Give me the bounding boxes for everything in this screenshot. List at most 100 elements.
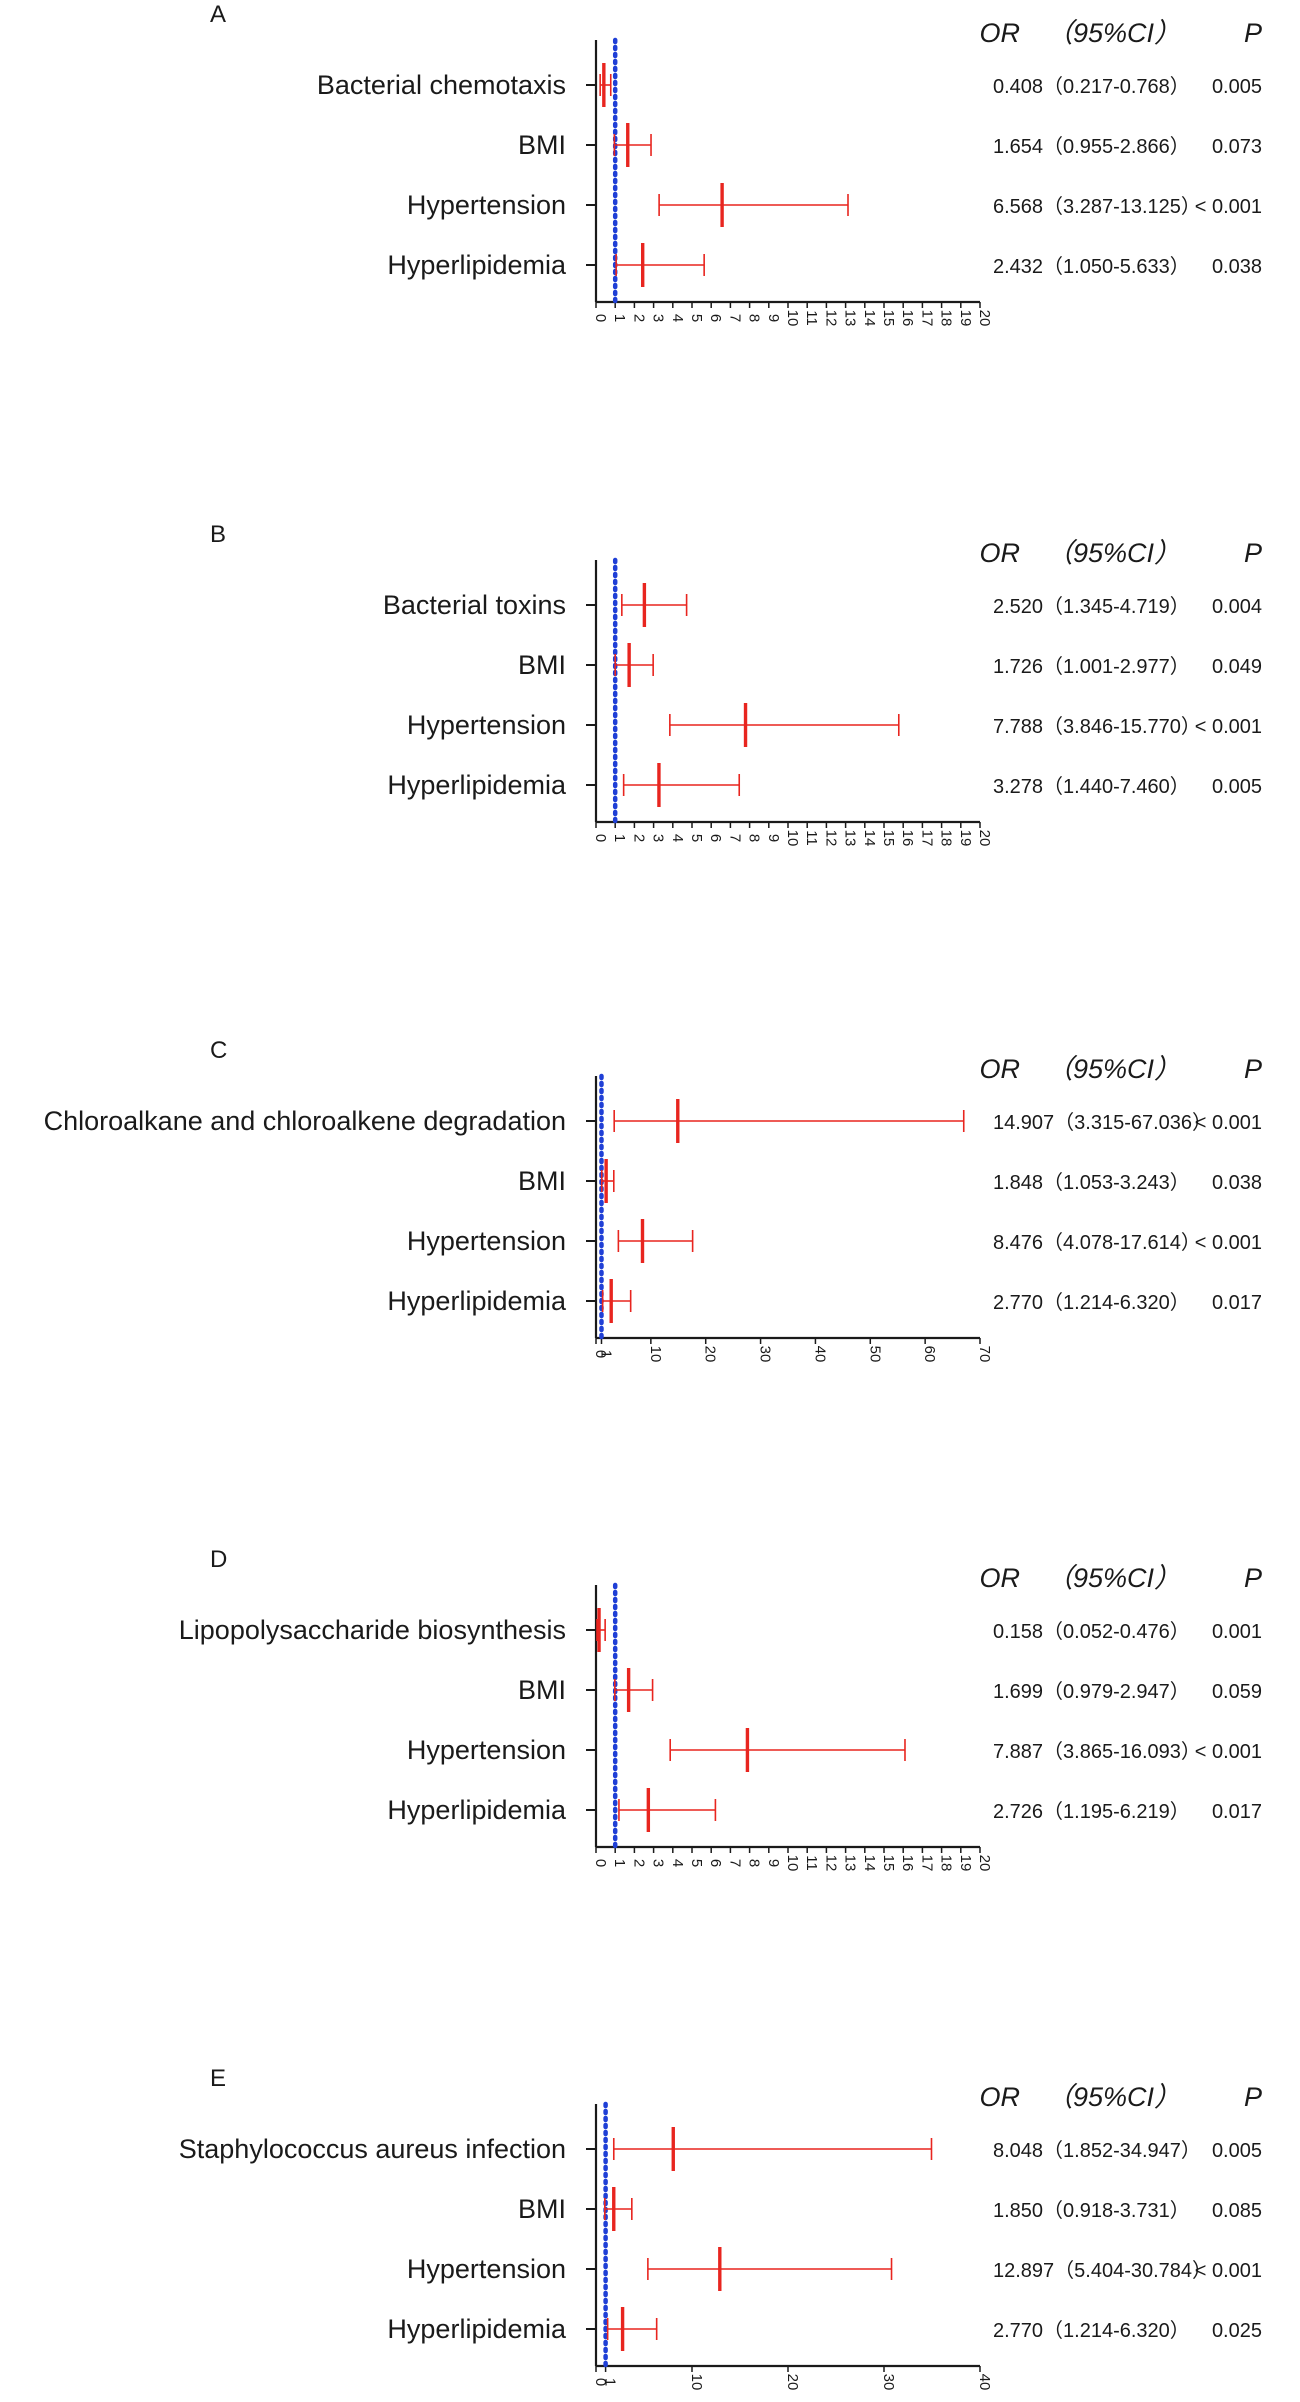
or-ci-value: 7.887（3.865-16.093） <box>993 1740 1201 1763</box>
x-tick-label: 40 <box>811 1346 828 1363</box>
x-tick-label: 15 <box>880 830 897 847</box>
row-label: Chloroalkane and chloroalkene degradatio… <box>44 1106 566 1136</box>
x-tick-label: 2 <box>630 314 647 322</box>
row-label: Staphylococcus aureus infection <box>179 2134 566 2164</box>
p-value: 0.004 <box>1212 596 1262 618</box>
row-label: Hypertension <box>407 710 566 740</box>
p-value: 0.025 <box>1212 2320 1262 2342</box>
header-ci: （95%CI） <box>1046 2082 1181 2112</box>
x-tick-label: 17 <box>918 1855 935 1872</box>
x-tick-label: 7 <box>726 834 743 842</box>
x-tick-label: 18 <box>938 310 955 327</box>
or-ci-value: 1.848（1.053-3.243） <box>993 1171 1190 1194</box>
or-ci-value: 8.476（4.078-17.614） <box>993 1231 1201 1254</box>
row-label: Lipopolysaccharide biosynthesis <box>179 1615 566 1645</box>
x-tick-label: 2 <box>630 1859 647 1867</box>
p-value: 0.073 <box>1212 136 1262 158</box>
header-p: P <box>1244 538 1262 568</box>
header-or: OR <box>980 2082 1021 2112</box>
p-value: 0.017 <box>1212 1801 1262 1823</box>
x-tick-label: 20 <box>702 1346 719 1363</box>
panel-label: B <box>210 521 226 548</box>
row-label: Hyperlipidemia <box>387 1795 567 1825</box>
or-ci-value: 2.726（1.195-6.219） <box>993 1800 1190 1823</box>
x-tick-label: 7 <box>726 1859 743 1867</box>
row-label: BMI <box>518 2194 566 2224</box>
p-value: < 0.001 <box>1195 716 1262 738</box>
forest-panel-c: C OR （95%CI） P 01 10 20 30 40 50 60 70 Chloroalkane … <box>44 1037 1262 1362</box>
or-ci-value: 6.568（3.287-13.125） <box>993 195 1201 218</box>
p-value: 0.085 <box>1212 2200 1262 2222</box>
p-value: < 0.001 <box>1195 1112 1262 1134</box>
or-ci-value: 2.432（1.050-5.633） <box>993 255 1190 278</box>
x-tick-label: 0 <box>592 2378 609 2386</box>
x-tick-label: 13 <box>842 1855 859 1872</box>
x-tick-label: 10 <box>647 1346 664 1363</box>
header-ci: （95%CI） <box>1046 1054 1181 1084</box>
or-ci-value: 2.770（1.214-6.320） <box>993 1291 1190 1314</box>
x-tick-label: 18 <box>938 830 955 847</box>
p-value: 0.059 <box>1212 1681 1262 1703</box>
x-tick-label: 9 <box>765 314 782 322</box>
x-tick-label: 16 <box>899 830 916 847</box>
x-tick-label: 13 <box>842 310 859 327</box>
row-label: Hypertension <box>407 2254 566 2284</box>
x-tick-label: 20 <box>784 2374 801 2391</box>
x-tick-label: 3 <box>650 314 667 322</box>
header-p: P <box>1244 18 1262 48</box>
x-tick-label: 11 <box>803 1855 820 1871</box>
row-label: Hypertension <box>407 1735 566 1765</box>
header-p: P <box>1244 2082 1262 2112</box>
x-tick-label: 1 <box>602 2378 619 2386</box>
x-tick-label: 19 <box>957 1855 974 1872</box>
x-tick-label: 50 <box>866 1346 883 1363</box>
p-value: 0.001 <box>1212 1621 1262 1643</box>
row-label: Bacterial chemotaxis <box>317 70 566 100</box>
x-tick-label: 2 <box>630 834 647 842</box>
p-value: 0.005 <box>1212 76 1262 98</box>
p-value: < 0.001 <box>1195 1232 1262 1254</box>
header-or: OR <box>980 1054 1021 1084</box>
row-label: BMI <box>518 1166 566 1196</box>
x-tick-label: 1 <box>598 1350 615 1358</box>
p-value: < 0.001 <box>1195 196 1262 218</box>
x-tick-label: 4 <box>669 834 686 842</box>
row-label: BMI <box>518 1675 566 1705</box>
x-tick-label: 16 <box>899 310 916 327</box>
x-tick-label: 0 <box>592 1859 609 1867</box>
x-tick-label: 12 <box>822 830 839 847</box>
row-label: Hyperlipidemia <box>387 2314 567 2344</box>
x-tick-label: 10 <box>784 1855 801 1872</box>
x-tick-label: 9 <box>765 834 782 842</box>
x-tick-label: 20 <box>976 310 993 327</box>
row-label: Hypertension <box>407 190 566 220</box>
forest-panel-e: E OR （95%CI） P 01 10 20 30 40 Staphylococcus aure… <box>179 2065 1262 2390</box>
header-ci: （95%CI） <box>1046 538 1181 568</box>
x-tick-label: 13 <box>842 830 859 847</box>
x-tick-label: 1 <box>611 834 628 842</box>
x-tick-label: 19 <box>957 310 974 327</box>
header-ci: （95%CI） <box>1046 18 1181 48</box>
or-ci-value: 1.726（1.001-2.977） <box>993 655 1190 678</box>
or-ci-value: 14.907（3.315-67.036） <box>993 1111 1212 1134</box>
header-or: OR <box>980 18 1021 48</box>
x-tick-label: 30 <box>880 2374 897 2391</box>
x-tick-label: 20 <box>976 830 993 847</box>
row-label: Hyperlipidemia <box>387 1286 567 1316</box>
forest-panel-d: DOR （95%CI） P0 1 2 3 4 5 6 7 8 9 10 11 12 13 14 15 16 17 18 1… <box>179 1546 1262 1871</box>
x-tick-label: 6 <box>707 314 724 322</box>
p-value: < 0.001 <box>1195 2260 1262 2282</box>
x-tick-label: 14 <box>861 1855 878 1872</box>
p-value: 0.049 <box>1212 656 1262 678</box>
p-value: < 0.001 <box>1195 1741 1262 1763</box>
header-or: OR <box>980 1563 1021 1593</box>
x-tick-label: 3 <box>650 834 667 842</box>
or-ci-value: 1.654（0.955-2.866） <box>993 135 1190 158</box>
or-ci-value: 0.158（0.052-0.476） <box>993 1620 1190 1643</box>
header-p: P <box>1244 1563 1262 1593</box>
x-tick-label: 4 <box>669 314 686 322</box>
x-tick-label: 17 <box>918 310 935 327</box>
panel-label: E <box>210 2065 226 2092</box>
row-label: Hyperlipidemia <box>387 250 567 280</box>
x-tick-label: 6 <box>707 834 724 842</box>
